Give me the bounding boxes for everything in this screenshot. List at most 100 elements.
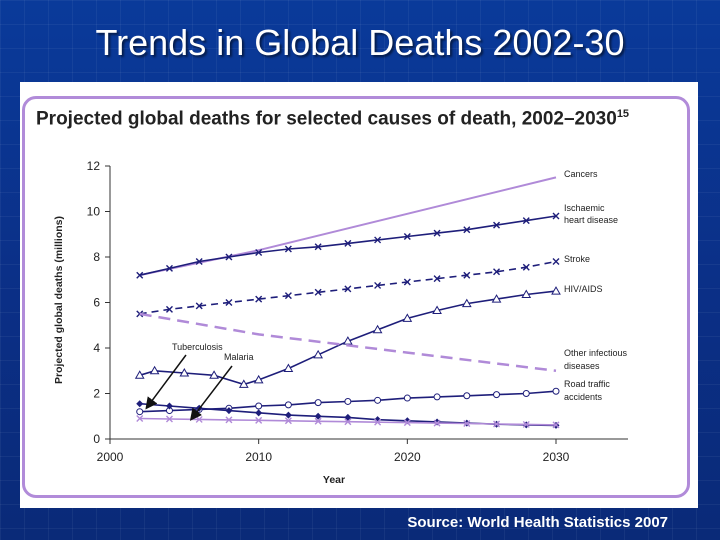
data-point-x	[344, 239, 352, 247]
data-point-x	[463, 226, 471, 234]
data-point-triangle	[149, 365, 160, 375]
slide-title: Trends in Global Deaths 2002-30	[95, 22, 625, 63]
data-point-x	[284, 417, 292, 425]
data-point-circle	[403, 394, 411, 402]
data-point-x	[522, 217, 530, 225]
data-point-circle	[433, 393, 441, 401]
series-malaria	[136, 415, 560, 429]
data-point-triangle	[491, 294, 502, 303]
data-point-x	[374, 418, 382, 426]
data-point-x	[255, 248, 263, 256]
data-point-diamond	[255, 409, 263, 417]
data-point-diamond	[314, 412, 322, 420]
data-point-x	[225, 299, 233, 306]
x-axis-title: Year	[323, 474, 345, 486]
data-point-x	[314, 417, 322, 425]
data-point-triangle	[402, 313, 413, 322]
data-point-circle	[314, 399, 322, 407]
source-note: Source: World Health Statistics 2007	[407, 514, 668, 531]
data-point-x	[493, 420, 501, 428]
data-point-x	[284, 292, 292, 300]
data-point-x	[522, 420, 530, 428]
chart-axes	[109, 166, 628, 440]
series-other-infectious-diseases	[139, 312, 557, 373]
data-point-circle	[374, 396, 382, 404]
series-label: heart disease	[564, 215, 618, 225]
data-point-triangle	[283, 363, 294, 372]
data-point-x	[403, 233, 411, 241]
chart-title: Projected global deaths for selected cau…	[36, 108, 629, 130]
annotation-arrow	[189, 365, 233, 421]
data-point-circle	[493, 391, 501, 399]
series-label: Other infectious	[564, 348, 628, 358]
data-point-x	[463, 271, 471, 279]
chart-ticks: 0 2 4 6 8 10 12 2000 2010 2020 2030	[87, 159, 570, 464]
data-point-x	[403, 419, 411, 427]
data-point-triangle	[209, 370, 219, 379]
data-point-x	[225, 253, 233, 261]
data-point-x	[344, 418, 352, 426]
data-point-diamond	[284, 411, 292, 419]
data-point-x	[255, 416, 263, 424]
series-label: HIV/AIDS	[564, 284, 603, 294]
data-point-triangle	[461, 298, 472, 308]
series-label: Road traffic	[564, 379, 610, 389]
data-point-x	[136, 415, 144, 423]
data-point-triangle	[521, 289, 532, 299]
series-line	[139, 176, 557, 277]
series-label: Stroke	[564, 254, 590, 264]
data-point-x	[374, 236, 382, 244]
data-point-x	[255, 295, 263, 303]
chart-series	[134, 176, 561, 429]
data-point-triangle	[253, 374, 264, 384]
data-point-x	[136, 271, 144, 279]
data-point-x	[284, 245, 292, 253]
data-point-x	[225, 416, 233, 424]
series-ischaemic-heart-disease	[136, 212, 560, 279]
data-point-circle	[344, 397, 352, 405]
chart-series-labels: Cancers Ischaemic heart disease Stroke HIV/A…	[564, 169, 628, 402]
data-point-x	[522, 263, 530, 271]
data-point-x	[433, 419, 441, 427]
data-point-x	[552, 212, 560, 220]
data-point-circle	[255, 402, 263, 410]
data-point-x	[165, 415, 173, 423]
data-point-circle	[522, 390, 530, 397]
data-point-x	[493, 268, 501, 276]
data-point-x	[552, 258, 560, 266]
data-point-triangle	[238, 379, 249, 388]
x-tick-label: 2020	[394, 450, 421, 464]
annotation-arrow	[145, 354, 187, 410]
data-point-x	[195, 258, 203, 266]
x-tick-label: 2000	[97, 450, 124, 464]
data-point-x	[433, 275, 441, 283]
data-point-circle	[552, 387, 560, 395]
data-point-circle	[136, 408, 144, 416]
chart-frame	[22, 96, 690, 498]
annotation-label: Tuberculosis	[172, 342, 223, 352]
y-tick-label: 0	[93, 432, 100, 446]
y-tick-label: 4	[93, 341, 100, 355]
x-tick-label: 2030	[543, 450, 570, 464]
y-tick-label: 8	[93, 250, 100, 264]
series-cancers	[139, 176, 557, 277]
data-point-x	[165, 305, 173, 313]
data-point-x	[314, 288, 322, 296]
y-tick-label: 2	[93, 387, 100, 401]
chart-panel	[20, 82, 698, 508]
data-point-diamond	[136, 400, 144, 408]
data-point-diamond	[225, 407, 233, 415]
series-line	[139, 215, 557, 276]
data-point-triangle	[313, 349, 323, 359]
y-tick-label: 10	[87, 205, 101, 219]
data-point-triangle	[179, 368, 190, 377]
data-point-triangle	[551, 286, 561, 295]
data-point-x	[195, 302, 203, 310]
data-point-x	[403, 278, 411, 286]
data-point-triangle	[372, 324, 383, 334]
chart-title-text: Projected global deaths for selected cau…	[36, 108, 617, 130]
series-label: Cancers	[564, 169, 598, 179]
data-point-x	[493, 221, 501, 229]
